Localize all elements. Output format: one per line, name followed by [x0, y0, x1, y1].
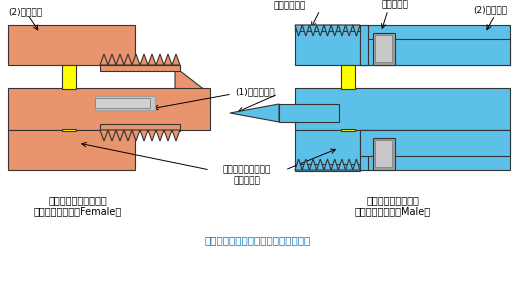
Bar [341, 65, 355, 89]
Polygon shape [317, 25, 324, 36]
Text: (2)　シェル: (2) シェル [473, 6, 507, 15]
Text: （誘電体）: （誘電体） [234, 177, 261, 185]
Text: (1)　中心導体: (1) 中心導体 [235, 88, 275, 97]
Bar [100, 65, 180, 71]
Polygon shape [317, 159, 324, 170]
Polygon shape [100, 54, 108, 65]
Bar [360, 130, 368, 170]
Polygon shape [338, 25, 345, 36]
Polygon shape [116, 54, 124, 65]
Polygon shape [338, 159, 345, 170]
Polygon shape [353, 159, 360, 170]
Polygon shape [124, 54, 132, 65]
Bar [360, 130, 510, 156]
Polygon shape [164, 54, 172, 65]
Bar [295, 130, 510, 170]
Polygon shape [124, 130, 132, 141]
Polygon shape [345, 25, 353, 36]
Polygon shape [108, 54, 116, 65]
Bar [62, 65, 76, 89]
Polygon shape [156, 54, 164, 65]
Polygon shape [310, 25, 317, 36]
Bar [375, 35, 392, 62]
Text: 図１．　代表的な同軸コネクタの構造: 図１． 代表的な同軸コネクタの構造 [205, 235, 311, 245]
Polygon shape [116, 130, 124, 141]
Polygon shape [148, 54, 156, 65]
Polygon shape [148, 130, 156, 141]
Polygon shape [140, 54, 148, 65]
Polygon shape [140, 130, 148, 141]
Bar [295, 25, 510, 65]
Bar [8, 88, 210, 130]
Polygon shape [353, 25, 360, 36]
Polygon shape [345, 159, 353, 170]
Bar [295, 164, 360, 171]
Polygon shape [175, 67, 210, 128]
Bar [373, 138, 395, 170]
Polygon shape [324, 159, 331, 170]
Text: (2)　シェル: (2) シェル [8, 8, 42, 17]
Text: 同軸コネクタジャック: 同軸コネクタジャック [49, 195, 108, 205]
Bar [8, 130, 135, 170]
Bar [295, 88, 510, 130]
Polygon shape [132, 54, 140, 65]
Polygon shape [295, 159, 302, 170]
Bar [100, 124, 180, 131]
Text: （中心導体メス：Female）: （中心導体メス：Female） [34, 206, 122, 216]
Bar [373, 33, 395, 65]
Polygon shape [331, 159, 338, 170]
Polygon shape [132, 130, 140, 141]
Bar [279, 104, 339, 122]
Polygon shape [230, 104, 279, 122]
Text: 同軸コネクタプラグ: 同軸コネクタプラグ [367, 195, 419, 205]
Bar [62, 129, 76, 131]
Text: （中心導体オス：Male）: （中心導体オス：Male） [355, 206, 431, 216]
Polygon shape [324, 25, 331, 36]
Polygon shape [172, 54, 180, 65]
Bar [95, 98, 150, 108]
Polygon shape [164, 130, 172, 141]
Bar [8, 25, 135, 65]
Bar [295, 25, 360, 31]
Polygon shape [172, 130, 180, 141]
Text: 保持リング: 保持リング [382, 1, 408, 10]
Polygon shape [100, 130, 108, 141]
Text: 中心導体固定リング: 中心導体固定リング [223, 166, 271, 175]
Polygon shape [302, 159, 310, 170]
Polygon shape [295, 25, 302, 36]
Bar [341, 129, 355, 131]
Polygon shape [331, 25, 338, 36]
Polygon shape [108, 130, 116, 141]
Polygon shape [302, 25, 310, 36]
Bar [375, 140, 392, 167]
Bar [95, 96, 155, 110]
Bar [360, 39, 510, 65]
Bar [360, 25, 368, 65]
Polygon shape [156, 130, 164, 141]
Polygon shape [310, 159, 317, 170]
Text: 固定用ナット: 固定用ナット [274, 1, 306, 10]
